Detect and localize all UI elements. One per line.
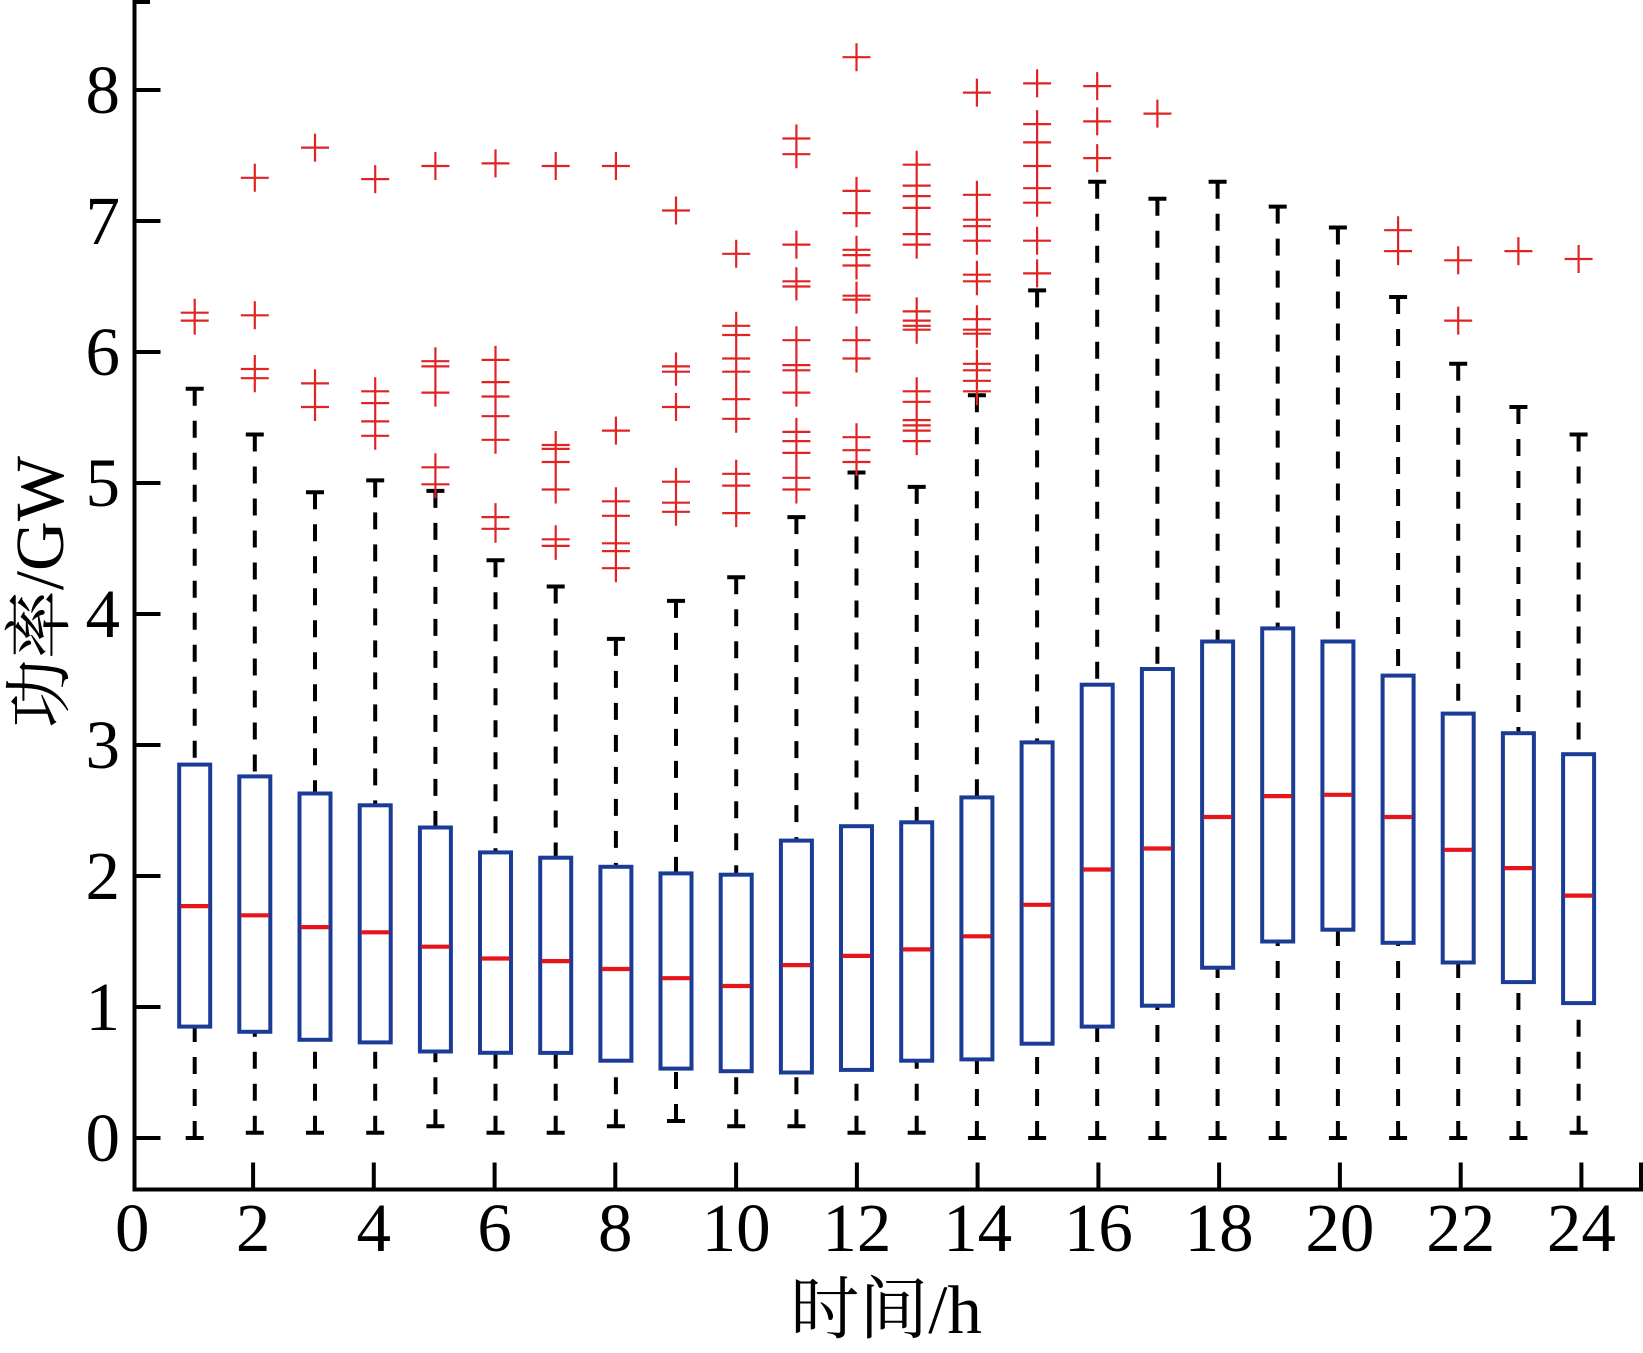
svg-text:7: 7 xyxy=(86,183,121,259)
svg-text:18: 18 xyxy=(1185,1190,1254,1266)
svg-text:3: 3 xyxy=(86,707,121,783)
svg-text:4: 4 xyxy=(357,1190,392,1266)
svg-text:5: 5 xyxy=(86,445,121,521)
svg-text:/GW: /GW xyxy=(2,456,78,590)
svg-text:24: 24 xyxy=(1547,1190,1616,1266)
svg-text:0: 0 xyxy=(86,1100,121,1176)
svg-text:2: 2 xyxy=(236,1190,271,1266)
svg-text:14: 14 xyxy=(943,1190,1012,1266)
svg-text:1: 1 xyxy=(86,969,121,1045)
svg-text:12: 12 xyxy=(822,1190,891,1266)
svg-text:20: 20 xyxy=(1305,1190,1374,1266)
svg-text:6: 6 xyxy=(86,314,121,390)
svg-text:10: 10 xyxy=(702,1190,771,1266)
svg-text:16: 16 xyxy=(1064,1190,1133,1266)
svg-text:8: 8 xyxy=(598,1190,633,1266)
svg-text:0: 0 xyxy=(115,1190,150,1266)
svg-text:6: 6 xyxy=(477,1190,512,1266)
svg-text:4: 4 xyxy=(86,576,121,652)
svg-text:8: 8 xyxy=(86,52,121,128)
svg-text:22: 22 xyxy=(1426,1190,1495,1266)
svg-text:2: 2 xyxy=(86,838,121,914)
svg-text:/h: /h xyxy=(928,1272,982,1348)
